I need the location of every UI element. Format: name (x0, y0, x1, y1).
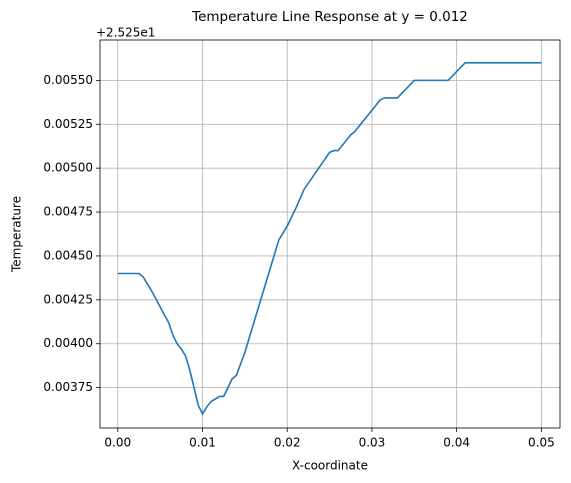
y-tick-label: 0.00400 (43, 336, 93, 350)
x-tick-label: 0.02 (274, 436, 301, 450)
line-series (117, 62, 542, 416)
y-tick-label: 0.00500 (43, 161, 93, 175)
chart-title: Temperature Line Response at y = 0.012 (191, 9, 468, 25)
x-axis-label: X-coordinate (292, 459, 368, 473)
y-tick-label: 0.00475 (43, 205, 93, 219)
x-tick-label: 0.00 (104, 436, 131, 450)
y-tick-label: 0.00450 (43, 248, 93, 262)
y-tick-label: 0.00550 (43, 73, 93, 87)
x-tick-label: 0.05 (528, 436, 555, 450)
plot-frame (99, 39, 561, 429)
y-tick-label: 0.00375 (43, 380, 93, 394)
x-tick-label: 0.04 (443, 436, 470, 450)
y-tick-label: 0.00525 (43, 117, 93, 131)
y-axis-label: Temperature (10, 196, 24, 273)
y-tick-label: 0.00425 (43, 292, 93, 306)
x-tick-label: 0.01 (189, 436, 216, 450)
y-offset-label: +2.525e1 (96, 26, 155, 40)
x-tick-label: 0.03 (359, 436, 386, 450)
